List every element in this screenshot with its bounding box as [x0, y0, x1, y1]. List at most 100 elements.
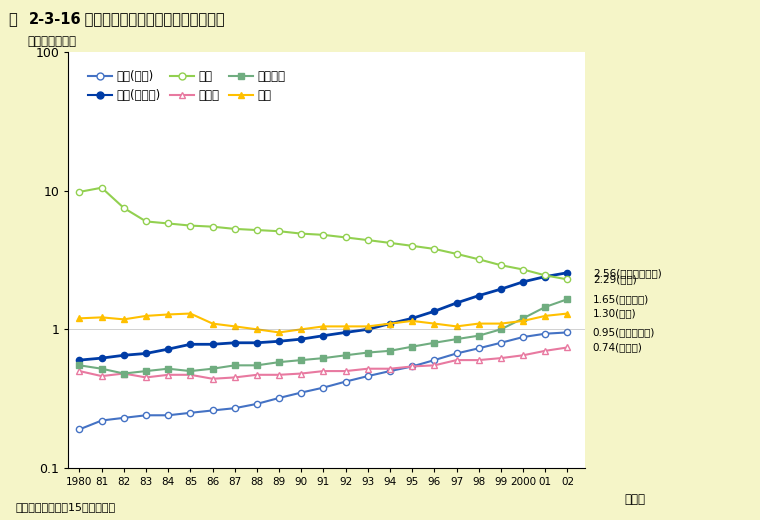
日本(総務省): [496, 286, 505, 292]
Text: 2.56(日本・総務省): 2.56(日本・総務省): [593, 268, 661, 278]
英国: [208, 320, 217, 327]
Line: 日本(総務省): 日本(総務省): [76, 269, 571, 363]
日本(総務省): [119, 352, 128, 358]
日本(総務省): [452, 300, 461, 306]
日本(総務省): [230, 340, 239, 346]
フランス: [119, 370, 128, 376]
日本(日銀): [385, 368, 394, 374]
日本(日銀): [319, 384, 328, 391]
日本(日銀): [75, 426, 84, 433]
米国: [540, 272, 549, 279]
フランス: [496, 326, 505, 332]
Line: フランス: フランス: [76, 296, 571, 376]
日本(総務省): [474, 293, 483, 299]
ドイツ: [341, 368, 350, 374]
日本(総務省): [363, 326, 372, 332]
Text: （輸出／輸入）: （輸出／輸入）: [27, 35, 76, 48]
英国: [518, 318, 527, 324]
英国: [496, 320, 505, 327]
米国: [252, 227, 261, 233]
日本(日銀): [252, 401, 261, 407]
ドイツ: [274, 372, 283, 378]
日本(総務省): [97, 355, 106, 361]
ドイツ: [474, 357, 483, 363]
ドイツ: [518, 352, 527, 358]
Line: ドイツ: ドイツ: [76, 344, 571, 382]
米国: [274, 228, 283, 235]
Text: 資料：第２－３－15図に同じ。: 資料：第２－３－15図に同じ。: [15, 502, 116, 512]
日本(日銀): [407, 363, 416, 370]
Text: 第: 第: [9, 12, 23, 27]
フランス: [141, 368, 150, 374]
日本(日銀): [141, 412, 150, 419]
Text: 0.95(日本・日銀): 0.95(日本・日銀): [593, 328, 655, 337]
日本(日銀): [208, 407, 217, 413]
英国: [385, 320, 394, 327]
ドイツ: [186, 372, 195, 378]
フランス: [230, 362, 239, 369]
米国: [296, 230, 306, 237]
英国: [274, 329, 283, 335]
フランス: [363, 349, 372, 356]
日本(日銀): [97, 418, 106, 424]
英国: [563, 310, 572, 317]
日本(日銀): [540, 331, 549, 337]
フランス: [252, 362, 261, 369]
英国: [430, 320, 439, 327]
フランス: [407, 344, 416, 350]
英国: [407, 318, 416, 324]
英国: [230, 323, 239, 330]
Line: 日本(日銀): 日本(日銀): [76, 329, 571, 433]
日本(日銀): [119, 415, 128, 421]
日本(日銀): [186, 410, 195, 416]
フランス: [430, 340, 439, 346]
米国: [430, 246, 439, 252]
米国: [163, 220, 173, 227]
日本(総務省): [208, 341, 217, 347]
米国: [407, 243, 416, 249]
米国: [363, 237, 372, 243]
日本(日銀): [474, 345, 483, 352]
日本(総務省): [319, 333, 328, 339]
英国: [296, 326, 306, 332]
フランス: [385, 348, 394, 354]
日本(日銀): [163, 412, 173, 419]
ドイツ: [141, 374, 150, 381]
日本(総務省): [296, 336, 306, 342]
日本(日銀): [518, 334, 527, 340]
ドイツ: [252, 372, 261, 378]
米国: [452, 251, 461, 257]
日本(総務省): [252, 340, 261, 346]
Text: 図　主要国の技術貿易収支比の推移: 図 主要国の技術貿易収支比の推移: [80, 12, 224, 27]
フランス: [474, 333, 483, 339]
ドイツ: [75, 368, 84, 374]
米国: [518, 266, 527, 272]
日本(総務省): [274, 338, 283, 344]
米国: [97, 185, 106, 191]
日本(日銀): [363, 373, 372, 379]
ドイツ: [363, 366, 372, 372]
日本(日銀): [274, 395, 283, 401]
日本(総務省): [141, 350, 150, 357]
米国: [385, 240, 394, 246]
英国: [75, 315, 84, 321]
日本(総務省): [186, 341, 195, 347]
フランス: [341, 352, 350, 358]
フランス: [296, 357, 306, 363]
フランス: [163, 366, 173, 372]
フランス: [319, 355, 328, 361]
英国: [97, 314, 106, 320]
米国: [474, 256, 483, 263]
英国: [363, 323, 372, 330]
Text: 0.74(ドイツ): 0.74(ドイツ): [593, 343, 643, 353]
ドイツ: [208, 375, 217, 382]
ドイツ: [119, 370, 128, 376]
米国: [341, 235, 350, 241]
Text: 2.29(米国): 2.29(米国): [593, 275, 637, 284]
日本(日銀): [563, 329, 572, 335]
ドイツ: [496, 355, 505, 361]
Text: 1.65(フランス): 1.65(フランス): [593, 294, 649, 304]
Text: 1.30(英国): 1.30(英国): [593, 308, 636, 319]
ドイツ: [407, 363, 416, 370]
日本(日銀): [230, 405, 239, 411]
